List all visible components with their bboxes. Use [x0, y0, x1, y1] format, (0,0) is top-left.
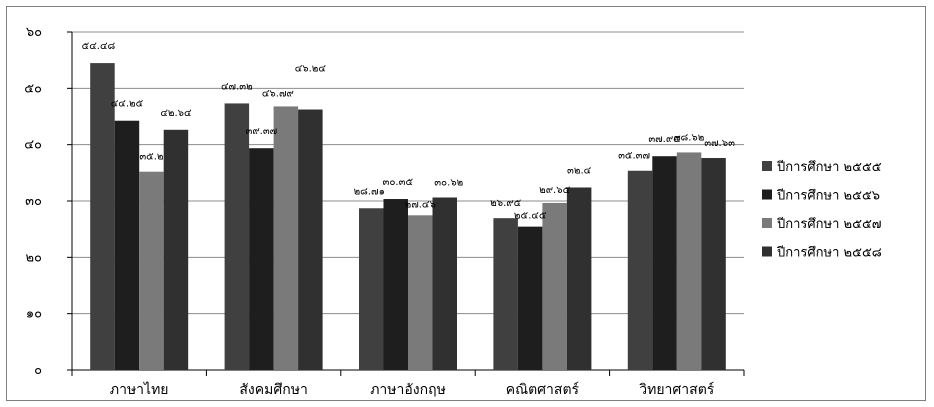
bar — [359, 208, 384, 370]
data-label: ๓๙.๓๗ — [245, 126, 277, 137]
data-label: ๓๕.๓๗ — [618, 151, 650, 162]
data-label: ๓๗.๙๕ — [648, 134, 681, 145]
legend-label: ปีการศึกษา ๒๕๕๕ — [776, 159, 882, 175]
bar — [298, 109, 323, 371]
bar — [249, 148, 274, 370]
data-label: ๔๔.๒๕ — [111, 99, 144, 110]
data-label: ๓๕.๒ — [139, 152, 163, 163]
bar — [566, 187, 592, 370]
bar — [90, 63, 115, 370]
data-label: ๓๘.๖๒ — [674, 132, 705, 143]
legend-label: ปีการศึกษา ๒๕๕๘ — [776, 245, 882, 261]
bar — [432, 197, 457, 370]
bar — [114, 120, 140, 370]
bar — [224, 103, 250, 370]
data-label: ๒๘.๗๑ — [354, 186, 385, 197]
bar — [163, 129, 189, 370]
x-tick-label: สังคมศึกษา — [239, 382, 307, 398]
legend-label: ปีการศึกษา ๒๕๕๖ — [776, 188, 880, 204]
data-label: ๔๒.๖๔ — [160, 108, 192, 119]
bar — [408, 215, 433, 370]
bar — [273, 106, 299, 371]
legend-swatch — [762, 189, 772, 200]
bar — [383, 199, 408, 370]
x-tick-label: วิทยาศาสตร์ — [639, 381, 715, 398]
legend-label: ปีการศึกษา ๒๕๕๗ — [776, 216, 882, 232]
y-tick-label: ๐ — [34, 363, 42, 378]
data-label: ๓๒.๔ — [567, 165, 592, 176]
y-axis: ๐ ๑๐ ๒๐ ๓๐ ๔๐ ๕๐ ๖๐ — [24, 25, 73, 378]
bar — [517, 226, 543, 370]
bar — [676, 152, 702, 370]
bar — [493, 218, 518, 370]
y-tick-label: ๕๐ — [24, 81, 42, 96]
data-label: ๒๗.๔๖ — [405, 199, 436, 210]
data-label: ๒๙.๖๕ — [539, 185, 570, 196]
data-label: ๓๐.๓๕ — [382, 177, 413, 188]
y-tick-label: ๒๐ — [25, 250, 42, 265]
bars — [90, 63, 726, 371]
bar — [139, 171, 164, 370]
data-label: ๒๖.๙๕ — [490, 198, 521, 209]
data-label: ๓๗.๖๓ — [704, 138, 735, 149]
legend-swatch — [762, 161, 772, 171]
y-tick-label: ๓๐ — [25, 194, 42, 209]
x-tick-label: ภาษาไทย — [110, 381, 169, 398]
data-label: ๔๗.๓๒ — [221, 81, 253, 92]
bar — [542, 202, 567, 370]
data-label: ๒๕.๔๕ — [514, 211, 547, 222]
data-label: ๓๐.๖๒ — [434, 178, 463, 189]
bar — [701, 158, 726, 370]
legend-swatch — [762, 218, 772, 228]
data-label: ๔๖.๒๔ — [295, 64, 327, 75]
bar — [652, 156, 677, 370]
y-tick-label: ๔๐ — [24, 138, 42, 153]
x-tick-label: คณิตศาสตร์ — [506, 381, 580, 398]
x-tick-label: ภาษาอังกฤษ — [370, 382, 446, 398]
x-axis: ภาษาไทย สังคมศึกษา ภาษาอังกฤษ คณิตศาสตร์ วิท… — [71, 369, 745, 398]
data-label: ๕๔.๔๘ — [82, 41, 116, 52]
y-tick-label: ๑๐ — [26, 307, 42, 322]
data-label: ๔๖.๗๙ — [262, 88, 294, 99]
legend-swatch — [762, 246, 772, 257]
y-tick-label: ๖๐ — [26, 25, 42, 40]
bar — [627, 170, 653, 370]
